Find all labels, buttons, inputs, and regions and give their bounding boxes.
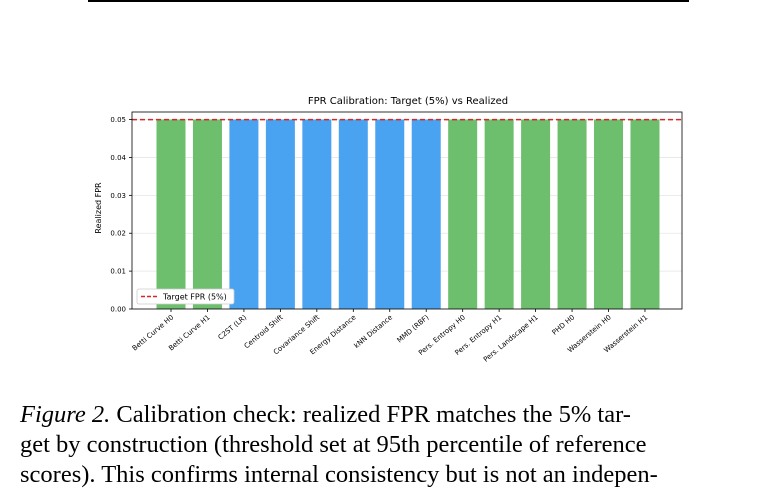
y-tick-label: 0.05 bbox=[110, 116, 126, 124]
figure-caption: Figure 2. Calibration check: realized FP… bbox=[20, 400, 762, 490]
caption-line-3: scores). This confirms internal consiste… bbox=[20, 461, 658, 488]
y-tick-label: 0.01 bbox=[110, 268, 126, 276]
y-tick-label: 0.02 bbox=[110, 230, 126, 238]
x-tick-label: C2ST (LR) bbox=[217, 313, 249, 341]
bar bbox=[557, 119, 587, 309]
bar bbox=[630, 119, 660, 309]
y-tick-label: 0.03 bbox=[110, 192, 126, 200]
y-ticks-layer: 0.00 0.01 0.02 0.03 0.04 0.05 bbox=[110, 116, 132, 314]
legend-box bbox=[136, 288, 235, 305]
bar bbox=[156, 119, 186, 309]
y-tick-label: 0.04 bbox=[110, 154, 126, 162]
y-axis-label: Realized FPR bbox=[94, 182, 103, 234]
caption-line-1-text: Calibration check: realized FPR matches … bbox=[116, 401, 631, 428]
fpr-calibration-chart: FPR Calibration: Target (5%) vs Realized… bbox=[94, 96, 683, 364]
caption-label: Figure 2. bbox=[20, 401, 111, 428]
caption-line-2: get by construction (threshold set at 95… bbox=[20, 431, 647, 458]
y-tick-label: 0.00 bbox=[110, 306, 126, 314]
bar bbox=[265, 119, 295, 309]
bars-layer bbox=[156, 119, 660, 309]
bar bbox=[338, 119, 368, 309]
legend-label: Target FPR (5%) bbox=[162, 293, 227, 302]
plot-frame bbox=[131, 111, 683, 310]
caption-line-1: Figure 2. Calibration check: realized FP… bbox=[20, 400, 762, 430]
bar bbox=[192, 119, 222, 309]
x-tick-label: kNN Distance bbox=[353, 313, 394, 350]
bar bbox=[411, 119, 441, 309]
x-tick-label: PHD H0 bbox=[551, 313, 577, 336]
bar bbox=[448, 119, 478, 309]
bar bbox=[229, 119, 259, 309]
bar bbox=[484, 119, 514, 309]
legend: Target FPR (5%) bbox=[136, 288, 235, 305]
bar bbox=[375, 119, 405, 309]
top-rule bbox=[88, 0, 689, 2]
x-tick-label: MMD (RBF) bbox=[396, 313, 431, 344]
bar bbox=[521, 119, 551, 309]
bar bbox=[302, 119, 332, 309]
bar bbox=[594, 119, 624, 309]
chart-title: FPR Calibration: Target (5%) vs Realized bbox=[308, 96, 508, 107]
